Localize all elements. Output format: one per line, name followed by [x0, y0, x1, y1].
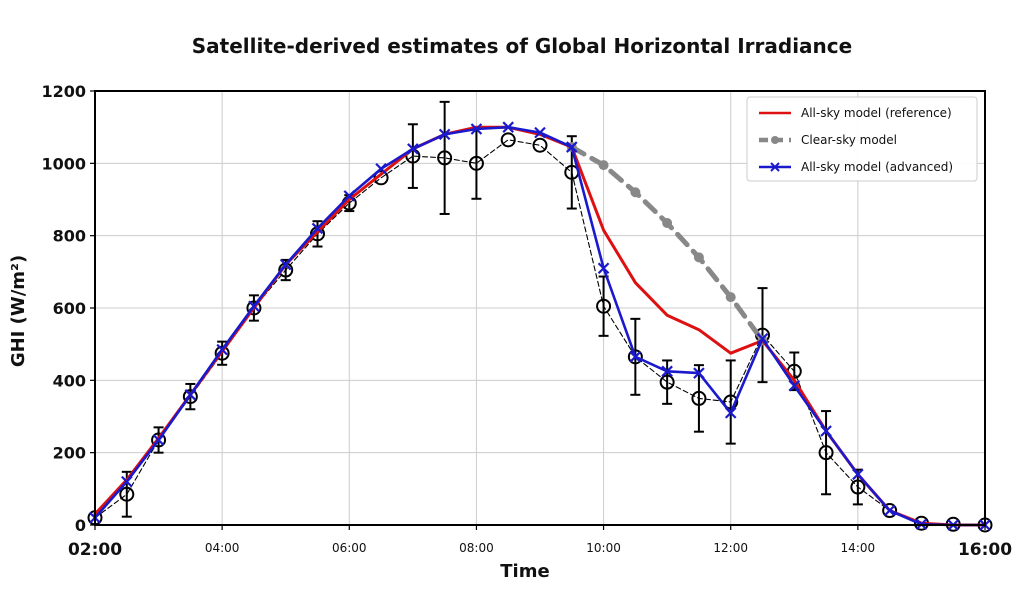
x-tick-label-6: 14:00: [841, 541, 876, 555]
x-tick-label-3: 08:00: [459, 541, 494, 555]
observed-point-13: [500, 132, 516, 148]
advanced-point-5: [248, 300, 260, 312]
observed-point-25: [882, 503, 898, 519]
advanced-point-2: [152, 434, 165, 446]
advanced-point-18: [661, 365, 673, 378]
advanced-point-23: [820, 425, 832, 437]
y-tick-label-5: 1000: [41, 154, 86, 173]
y-tick-labels: 0 200 400 600 800 1000 1200: [41, 82, 95, 535]
observed-point-14: [532, 137, 548, 153]
advanced-point-8: [343, 190, 356, 202]
observed-point-3: [182, 389, 198, 405]
legend-label-2: All-sky model (advanced): [801, 160, 953, 174]
advanced-point-3: [184, 389, 197, 401]
observed-point-12: [468, 155, 484, 171]
series-line-2: [93, 125, 987, 527]
advanced-point-19: [693, 367, 705, 379]
observed-point-5: [246, 300, 262, 316]
y-tick-label-6: 1200: [41, 82, 86, 101]
y-tick-label-4: 800: [53, 227, 86, 246]
advanced-point-1: [121, 475, 133, 488]
observed-point-11: [437, 150, 453, 166]
x-tick-labels: 02:00 04:00 06:00 08:00 10:00 12:00 14:00 16:00: [68, 525, 1012, 560]
observed-point-18: [659, 374, 675, 390]
observed-point-19: [691, 390, 707, 406]
advanced-point-15: [566, 141, 578, 153]
advanced-point-24: [852, 468, 864, 481]
advanced-point-7: [311, 222, 324, 235]
advanced-point-21: [756, 332, 769, 345]
advanced-point-14: [534, 126, 546, 139]
x-tick-label-5: 12:00: [713, 541, 748, 555]
advanced-point-9: [375, 162, 387, 175]
legend-label-1: Clear-sky model: [801, 133, 897, 147]
x-tick-label-0: 02:00: [68, 540, 122, 560]
legend-label-0: All-sky model (reference): [801, 106, 952, 120]
observed-point-23: [818, 445, 834, 461]
series-lines: [87, 121, 993, 533]
advanced-point-6: [279, 258, 292, 271]
clear-sky-point-5: [725, 292, 736, 303]
legend: All-sky model (reference) Clear-sky model…: [746, 96, 978, 182]
advanced-point-25: [883, 504, 896, 517]
y-tick-label-0: 0: [75, 516, 86, 535]
advanced-point-4: [216, 343, 228, 356]
legend-marker-1: [771, 136, 779, 144]
legend-marker-2: [770, 162, 780, 172]
observed-point-16: [596, 298, 612, 314]
advanced-point-16: [597, 262, 610, 274]
clear-sky-point-1: [598, 160, 609, 171]
y-tick-label-3: 600: [53, 299, 86, 318]
clear-sky-point-4: [693, 252, 704, 263]
y-tick-label-2: 400: [53, 371, 86, 390]
advanced-point-17: [629, 351, 642, 363]
x-tick-label-4: 10:00: [586, 541, 621, 555]
chart-title: Satellite-derived estimates of Global Ho…: [192, 34, 852, 58]
advanced-point-20: [724, 407, 737, 419]
observed-point-17: [627, 349, 643, 365]
advanced-point-22: [788, 379, 801, 392]
advanced-point-11: [438, 128, 451, 141]
y-axis-label: GHI (W/m²): [8, 255, 29, 367]
clear-sky-point-3: [662, 218, 673, 229]
observed-point-24: [850, 479, 866, 495]
clear-sky-point-2: [630, 187, 641, 198]
legend-box: [746, 96, 978, 182]
observed-point-1: [119, 486, 135, 502]
series-line-3: [94, 139, 986, 526]
observed-point-4: [214, 345, 230, 361]
observed-point-2: [151, 432, 167, 448]
x-tick-label-2: 06:00: [332, 541, 367, 555]
advanced-point-12: [470, 123, 483, 135]
y-tick-label-1: 200: [53, 444, 86, 463]
observed-point-20: [723, 394, 739, 410]
x-axis-label: Time: [500, 561, 549, 582]
advanced-point-10: [407, 143, 419, 155]
x-tick-label-1: 04:00: [205, 541, 240, 555]
advanced-point-13: [502, 121, 514, 133]
x-tick-label-7: 16:00: [958, 540, 1012, 560]
